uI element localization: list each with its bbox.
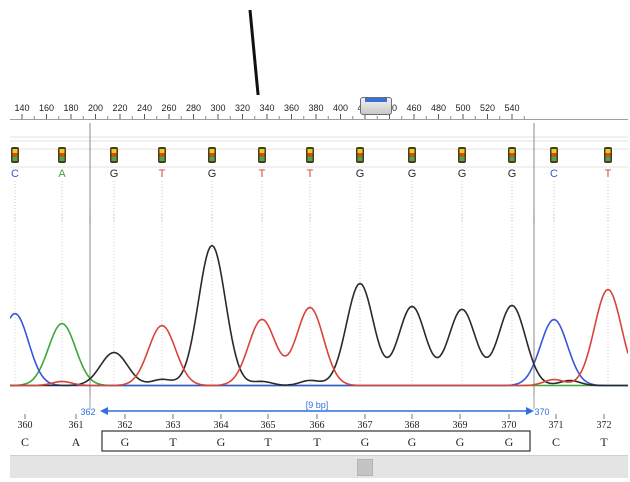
chromatogram-viewer[interactable]: 140 160 180 200 220 240 260 280 300 320 340 360 380 4… <box>10 95 628 478</box>
horizontal-scrollbar[interactable] <box>10 455 628 478</box>
ruler-tick-label: 220 <box>112 103 127 113</box>
sequence-position-label: 365 <box>261 420 276 431</box>
ruler-tick-label: 320 <box>235 103 250 113</box>
ruler-tick-label: 260 <box>161 103 176 113</box>
base-call-letter: G <box>408 168 417 180</box>
sequence-position-label: 362 <box>118 420 133 431</box>
ruler-tick-label: 480 <box>431 103 446 113</box>
ruler-tick-label: 240 <box>137 103 152 113</box>
quality-bar-icon <box>604 147 612 163</box>
sequence-panel[interactable]: 362 370 [9 bp] 360 361 362 363 364 365 366 367 368 3… <box>10 395 628 460</box>
selection-end-label: 370 <box>534 407 549 417</box>
ruler-tick-label: 300 <box>210 103 225 113</box>
quality-bar-icon <box>458 147 466 163</box>
quality-bar-icon <box>58 147 66 163</box>
selection-start-label: 362 <box>80 407 95 417</box>
quality-bar-icon <box>356 147 364 163</box>
base-call-letter: G <box>110 168 119 180</box>
ruler-tick-label: 540 <box>504 103 519 113</box>
sequence-base[interactable]: T <box>169 435 177 449</box>
base-call-letter: G <box>208 168 217 180</box>
quality-bar-icon <box>550 147 558 163</box>
ruler-tick-label: 160 <box>39 103 54 113</box>
quality-bar-icon <box>208 147 216 163</box>
sequence-base[interactable]: T <box>313 435 321 449</box>
ruler-scroll-thumb[interactable] <box>360 97 392 115</box>
base-call-letter: C <box>11 168 19 180</box>
ruler-tick-label: 140 <box>14 103 29 113</box>
ruler-tick-label: 500 <box>455 103 470 113</box>
base-call-letter: G <box>356 168 365 180</box>
sequence-position-label: 364 <box>214 420 229 431</box>
sequence-base[interactable]: G <box>505 435 514 449</box>
base-call-letter: T <box>605 168 612 180</box>
base-call-letter: G <box>458 168 467 180</box>
sequence-base[interactable]: G <box>408 435 417 449</box>
ruler-tick-label: 460 <box>406 103 421 113</box>
quality-bar-icon <box>11 147 19 163</box>
sequence-position-label: 367 <box>358 420 373 431</box>
sequence-base[interactable]: T <box>600 435 608 449</box>
quality-bar-icon <box>508 147 516 163</box>
ruler-tick-label: 380 <box>308 103 323 113</box>
scrollbar-thumb[interactable] <box>357 459 373 476</box>
sequence-base[interactable]: C <box>21 435 29 449</box>
sequence-position-label: 372 <box>597 420 612 431</box>
sequence-base[interactable]: A <box>72 435 81 449</box>
ruler-tick-label: 340 <box>259 103 274 113</box>
base-call-letter: C <box>550 168 558 180</box>
sequence-base[interactable]: T <box>264 435 272 449</box>
sequence-position-label: 371 <box>549 420 564 431</box>
ruler-tick-label: 400 <box>333 103 348 113</box>
base-call-letter: A <box>58 168 66 180</box>
ruler-tick-label: 200 <box>88 103 103 113</box>
sequence-position-label: 370 <box>502 420 517 431</box>
position-ruler[interactable]: 140 160 180 200 220 240 260 280 300 320 340 360 380 4… <box>10 95 628 120</box>
sequence-position-label: 368 <box>405 420 420 431</box>
ruler-tick-label: 520 <box>480 103 495 113</box>
base-call-letter: G <box>508 168 517 180</box>
sequence-position-label: 361 <box>69 420 84 431</box>
sequence-position-label: 363 <box>166 420 181 431</box>
base-call-letter: T <box>159 168 166 180</box>
sequence-base[interactable]: G <box>217 435 226 449</box>
quality-bar-icon <box>306 147 314 163</box>
trace-g <box>10 244 628 387</box>
quality-bar-icon <box>258 147 266 163</box>
sequence-position-label: 366 <box>310 420 325 431</box>
ruler-tick-label: 360 <box>284 103 299 113</box>
trace-t <box>10 288 628 387</box>
quality-bar-icon <box>110 147 118 163</box>
ruler-tick-label: 180 <box>63 103 78 113</box>
selection-length-label: [9 bp] <box>306 400 329 410</box>
quality-bar-icon <box>158 147 166 163</box>
sequence-position-label: 360 <box>18 420 33 431</box>
sequence-base[interactable]: G <box>456 435 465 449</box>
trace-a <box>10 322 628 387</box>
sequence-base[interactable]: C <box>552 435 560 449</box>
ruler-thumb-highlight <box>365 98 387 102</box>
sequence-base[interactable]: G <box>121 435 130 449</box>
base-call-letter: T <box>259 168 266 180</box>
quality-bar-icon <box>408 147 416 163</box>
sequence-base[interactable]: G <box>361 435 370 449</box>
ruler-tick-label: 280 <box>186 103 201 113</box>
base-call-letter: T <box>307 168 314 180</box>
sequence-position-label: 369 <box>453 420 468 431</box>
trace-plot <box>10 215 628 395</box>
